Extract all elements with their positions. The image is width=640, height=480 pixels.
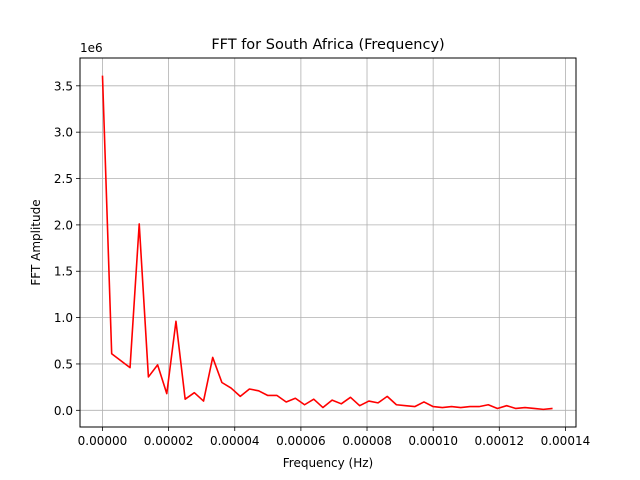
x-tick-label: 0.00002 (144, 434, 194, 448)
x-tick-label: 0.00008 (342, 434, 392, 448)
series-layer (101, 75, 553, 411)
x-tick-label: 0.00014 (541, 434, 591, 448)
y-axis-offset-label: 1e6 (80, 41, 103, 55)
x-tick-label: 0.00010 (408, 434, 458, 448)
y-tick-label: 3.5 (54, 79, 73, 93)
y-tick-label: 0.5 (54, 357, 73, 371)
chart-title: FFT for South Africa (Frequency) (211, 37, 444, 53)
y-tick-label: 2.0 (54, 218, 73, 232)
x-tick-label: 0.00000 (78, 434, 128, 448)
x-axis-ticks: 0.00000 0.00002 0.00004 0.00006 0.00008 0.000… (78, 427, 591, 448)
x-tick-label: 0.00004 (210, 434, 260, 448)
series-line-0 (101, 75, 553, 411)
y-axis-label: FFT Amplitude (29, 199, 43, 285)
x-tick-label: 0.00012 (474, 434, 524, 448)
y-axis-ticks: 0.0 0.5 1.0 1.5 2.0 2.5 3.0 3.5 (54, 79, 80, 418)
x-axis-label: Frequency (Hz) (283, 456, 374, 470)
y-tick-label: 1.0 (54, 311, 73, 325)
y-tick-label: 0.0 (54, 404, 73, 418)
y-tick-label: 1.5 (54, 265, 73, 279)
x-tick-label: 0.00006 (276, 434, 326, 448)
y-tick-label: 3.0 (54, 126, 73, 140)
y-tick-label: 2.5 (54, 172, 73, 186)
grid (80, 58, 576, 427)
plot-area-frame (79, 57, 577, 428)
